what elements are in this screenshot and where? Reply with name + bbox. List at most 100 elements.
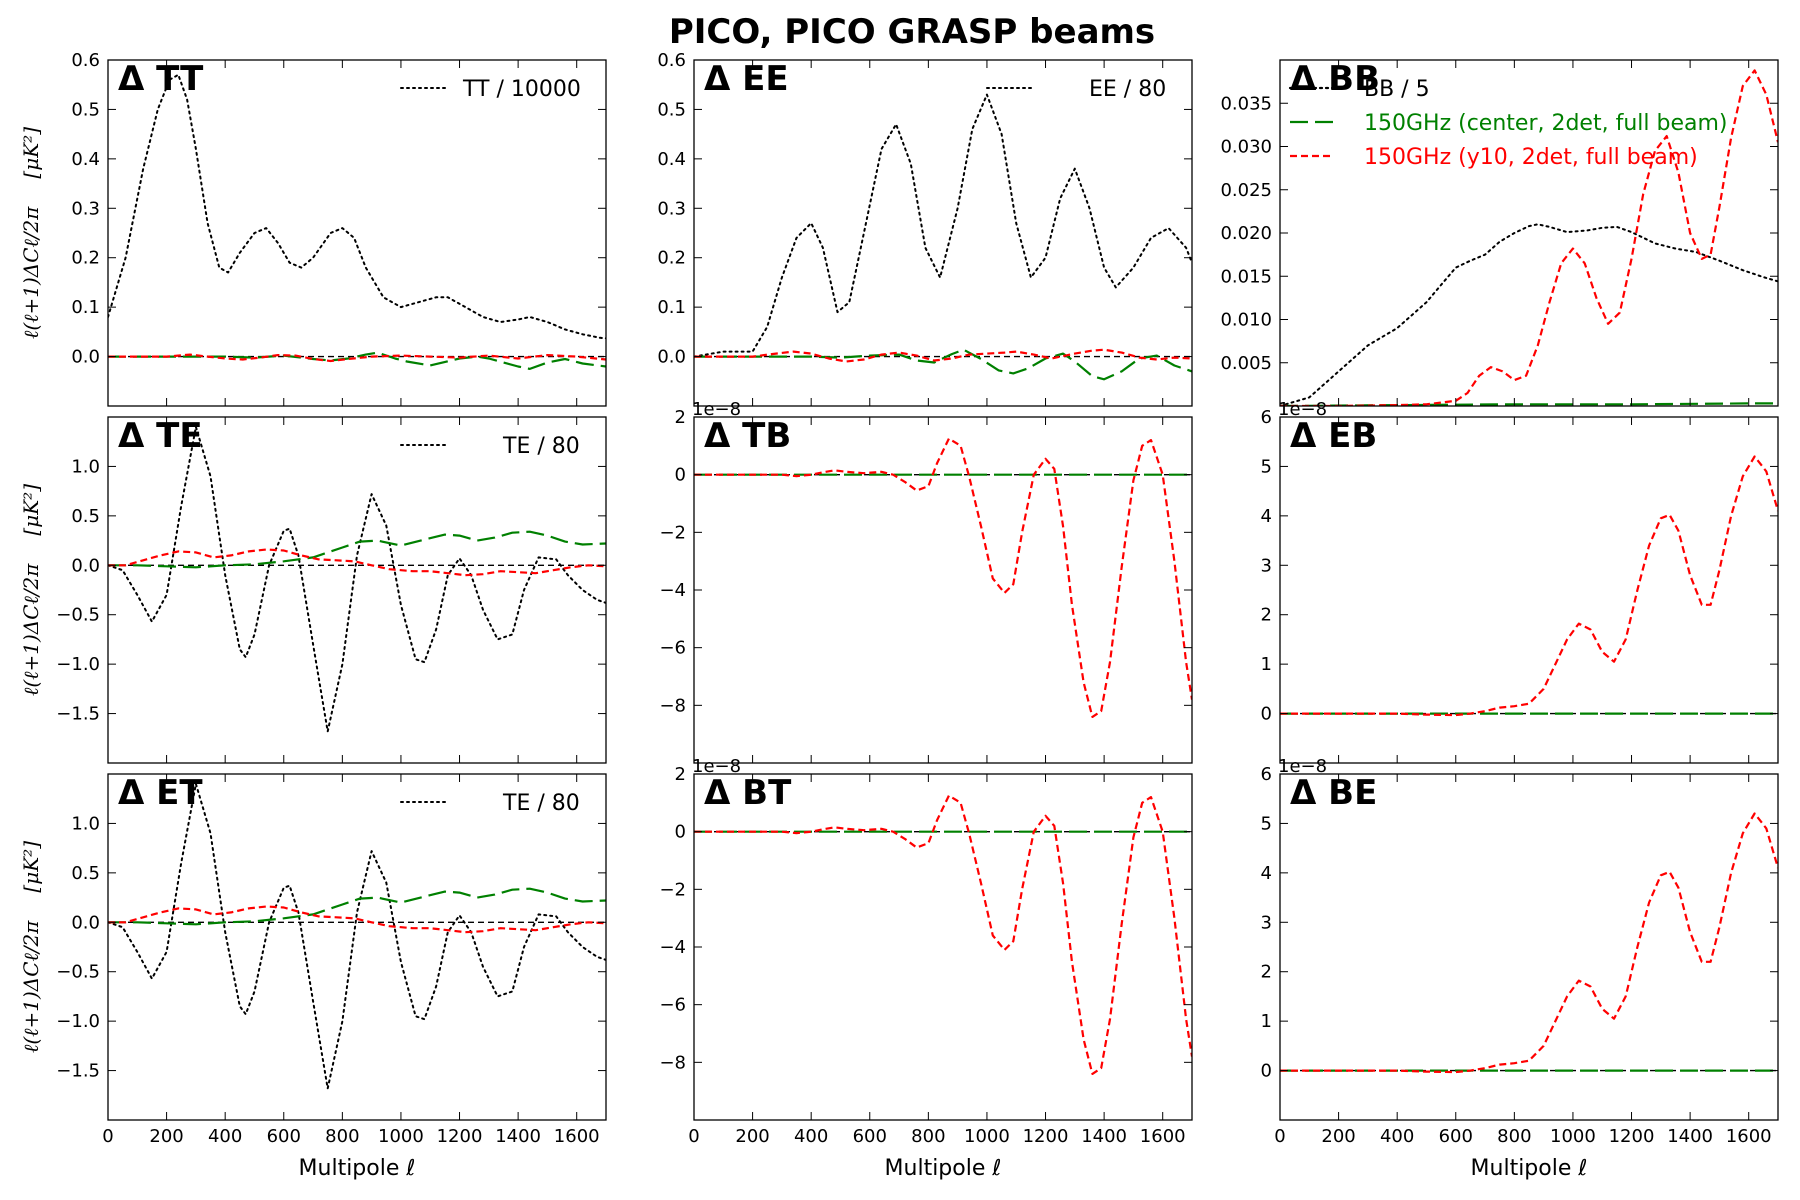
y-axis-label-unit: [μK²] [19, 484, 43, 536]
x-tick-label: 800 [1497, 1126, 1531, 1147]
figure-title: PICO, PICO GRASP beams [669, 12, 1155, 52]
y-tick-label: 0 [675, 822, 686, 843]
y-tick-label: 0 [1261, 1061, 1272, 1082]
x-axis-label: Multipole ℓ [1471, 1156, 1588, 1181]
y-tick-label: 0.2 [657, 248, 686, 269]
plot-area [694, 774, 1192, 1120]
y-tick-label: −6 [659, 995, 686, 1016]
y-tick-label: 1 [1261, 1011, 1272, 1032]
x-tick-label: 1200 [1023, 1126, 1069, 1147]
legend-label: TE / 80 [502, 434, 580, 459]
x-tick-label: 200 [735, 1126, 769, 1147]
series-group [694, 93, 1192, 381]
panel-label: Δ BE [1290, 773, 1377, 813]
y-tick-label: 4 [1261, 506, 1272, 527]
x-tick-label: 200 [1321, 1126, 1355, 1147]
plot-area [108, 774, 606, 1120]
plot-frame [1279, 773, 1779, 1121]
y-tick-label: 0.1 [657, 297, 686, 318]
y-tick-label: 0.005 [1220, 353, 1272, 374]
x-tick-label: 400 [1380, 1126, 1414, 1147]
y-tick-label: 0.5 [71, 863, 100, 884]
chart-panel-be: 0 200 400 600 800 1000 1200 1400 1600 0 1 2 3 4 5 6 1e−8… [1261, 756, 1779, 1181]
y-tick-label: 2 [1261, 962, 1272, 983]
series-line-shortdash [1280, 455, 1778, 717]
y-tick-label: 3 [1261, 912, 1272, 933]
x-tick-label: 1600 [554, 1126, 600, 1147]
y-axis-label-unit: [μK²] [19, 841, 43, 893]
series-group [1280, 812, 1778, 1074]
panel-label: Δ BB [1290, 59, 1380, 99]
plot-frame [693, 59, 1193, 407]
legend: EE / 80 [986, 77, 1166, 102]
x-tick-label: 600 [1439, 1126, 1473, 1147]
y-tick-label: 4 [1261, 863, 1272, 884]
y-tick-label: 2 [675, 764, 686, 785]
y-axis-label-unit: [μK²] [19, 127, 43, 179]
x-tick-label: 600 [853, 1126, 887, 1147]
y-tick-label: 3 [1261, 555, 1272, 576]
chart-panel-tt: 0.0 0.1 0.2 0.3 0.4 0.5 0.6 Δ TT ℓ(ℓ+1)ΔCℓ/2π [μK… [19, 50, 607, 407]
series-line-shortdash [694, 348, 1192, 363]
y-offset-label: 1e−8 [692, 399, 741, 420]
x-tick-label: 1000 [964, 1126, 1010, 1147]
panel-label: Δ ET [118, 773, 203, 813]
y-offset-label: 1e−8 [1278, 756, 1327, 777]
chart-panel-te: −1.5 −1.0 −0.5 0.0 0.5 1.0 Δ TE ℓ(ℓ+1)ΔCℓ/2π [μK… [19, 416, 607, 764]
y-tick-label: 1.0 [71, 813, 100, 834]
panel-label: Δ TT [118, 59, 204, 99]
y-tick-label: 0 [675, 465, 686, 486]
y-tick-label: 0.025 [1220, 180, 1272, 201]
chart-panel-bb: 0.005 0.010 0.015 0.020 0.025 0.030 0.035 Δ BBB… [1220, 59, 1779, 407]
chart-panel-bt: 0 200 400 600 800 1000 1200 1400 1600 −8 −6 −4 −2 0 2 1… [659, 756, 1193, 1181]
x-tick-label: 800 [325, 1126, 359, 1147]
series-group [694, 437, 1192, 719]
y-tick-label: 0.5 [657, 99, 686, 120]
y-tick-label: 2 [1261, 605, 1272, 626]
series-line-shortdash [108, 905, 606, 934]
y-axis-label: ℓ(ℓ+1)ΔCℓ/2π [μK²] [19, 484, 43, 696]
legend: BB / 5 150GHz (center, 2det, full beam) 15… [1288, 77, 1727, 170]
y-tick-label: 0.0 [657, 347, 686, 368]
series-line-dashed [108, 887, 606, 926]
y-axis-label-quantity: ℓ(ℓ+1)ΔCℓ/2π [19, 920, 43, 1053]
plot-frame [107, 59, 607, 407]
x-tick-label: 1200 [437, 1126, 483, 1147]
panel-label: Δ BT [704, 773, 792, 813]
y-offset-label: 1e−8 [1278, 399, 1327, 420]
y-tick-label: −1.5 [56, 704, 100, 725]
y-tick-label: 0.4 [657, 149, 686, 170]
chart-panel-eb: 0 1 2 3 4 5 6 1e−8Δ EB [1261, 399, 1779, 764]
y-tick-label: 6 [1261, 764, 1272, 785]
x-tick-label: 1600 [1140, 1126, 1186, 1147]
y-tick-label: 0.5 [71, 99, 100, 120]
legend-label: 150GHz (y10, 2det, full beam) [1364, 145, 1698, 170]
y-tick-label: 0.0 [71, 347, 100, 368]
x-tick-label: 1200 [1609, 1126, 1655, 1147]
y-tick-label: −1.5 [56, 1061, 100, 1082]
x-tick-label: 1400 [1081, 1126, 1127, 1147]
y-tick-label: 0.3 [657, 198, 686, 219]
y-tick-label: 2 [675, 407, 686, 428]
chart-panel-tb: −8 −6 −4 −2 0 2 1e−8Δ TB [659, 399, 1193, 764]
series-group [108, 425, 606, 733]
y-tick-label: 0.5 [71, 506, 100, 527]
y-tick-label: −0.5 [56, 962, 100, 983]
series-group [1280, 455, 1778, 717]
series-line-150ghz [1280, 69, 1778, 406]
legend-label: TE / 80 [502, 791, 580, 816]
x-tick-label: 800 [911, 1126, 945, 1147]
y-tick-label: −2 [659, 522, 686, 543]
series-line-shortdash [108, 353, 606, 363]
x-tick-label: 1400 [1667, 1126, 1713, 1147]
x-tick-label: 0 [102, 1126, 113, 1147]
y-tick-label: 0.015 [1220, 266, 1272, 287]
x-tick-label: 0 [688, 1126, 699, 1147]
x-tick-label: 0 [1274, 1126, 1285, 1147]
series-line-dashed [108, 351, 606, 370]
plot-area [1280, 774, 1778, 1120]
y-tick-label: −1.0 [56, 654, 100, 675]
legend: TE / 80 [400, 434, 580, 459]
plot-frame [107, 773, 607, 1121]
series-line-shortdash [1280, 812, 1778, 1074]
